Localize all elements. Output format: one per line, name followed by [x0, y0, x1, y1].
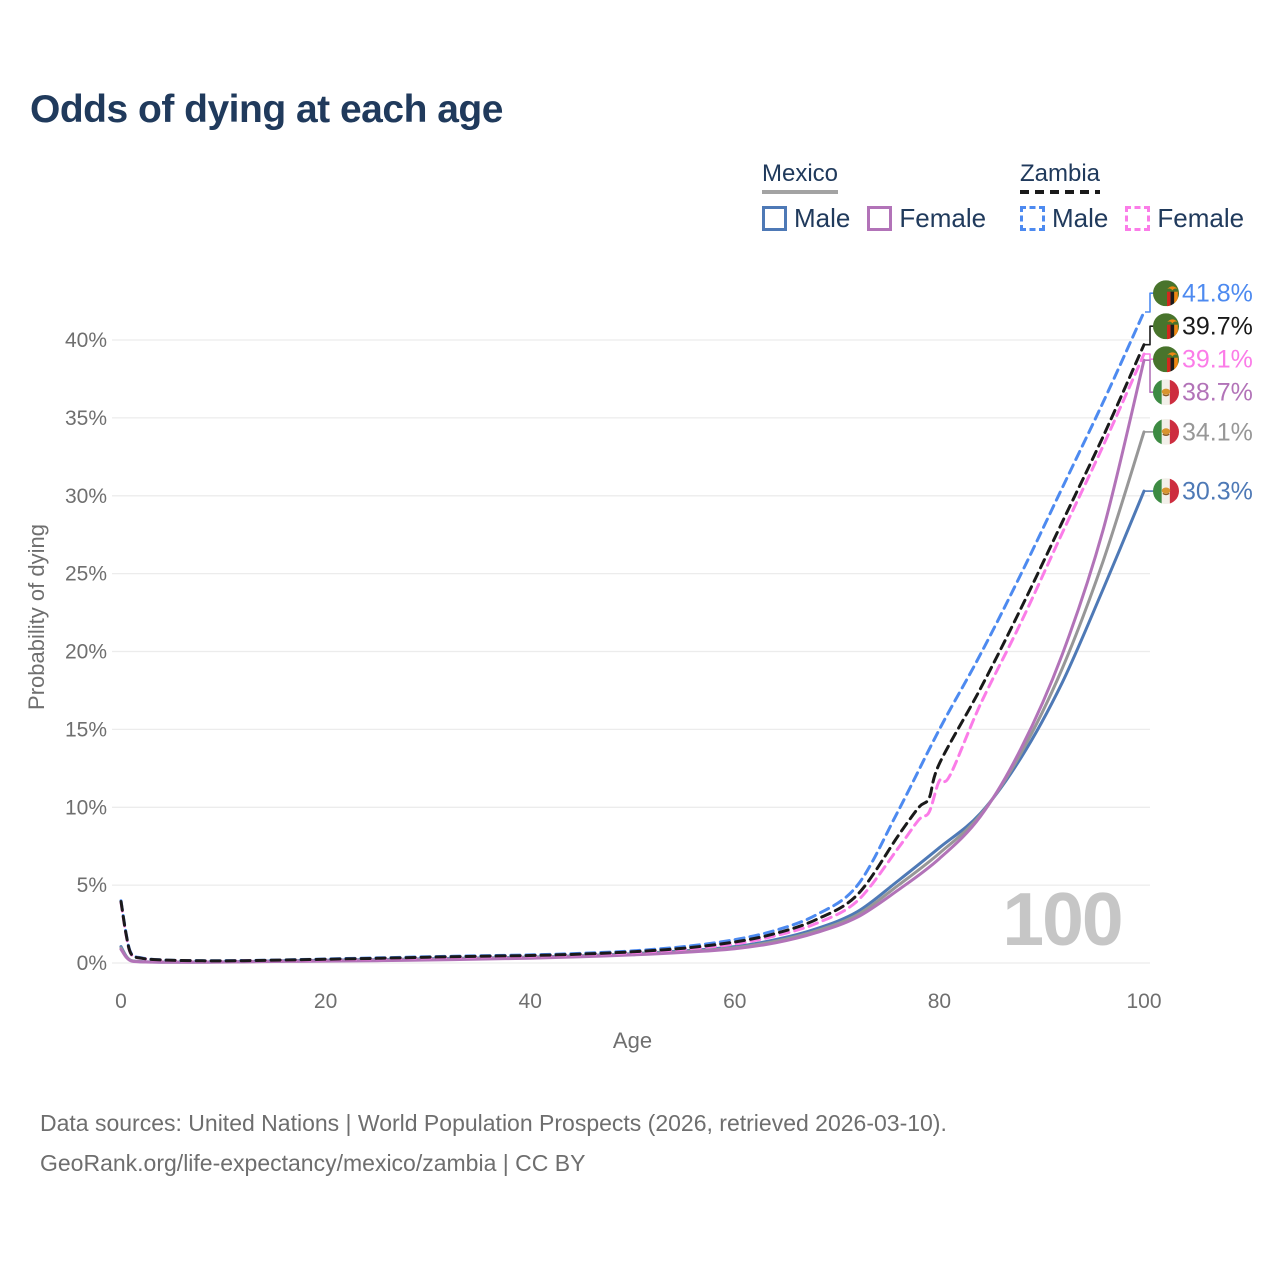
- legend-mexico-country-label: Mexico: [762, 160, 839, 187]
- legend-mexico-items: Male Female: [762, 203, 1003, 234]
- y-tick-label: 10%: [65, 796, 107, 819]
- end-label-connector-zambia-female: [1145, 353, 1154, 360]
- legend-zambia-male-swatch[interactable]: [1020, 206, 1045, 231]
- age-watermark: 100: [1002, 877, 1121, 961]
- x-tick-label: 80: [928, 990, 951, 1013]
- line-mexico-female[interactable]: [119, 358, 1146, 964]
- legend-group-zambia: Zambia Male Female: [1020, 160, 1261, 234]
- zambia-flag-icon: [1153, 313, 1179, 340]
- y-tick-label: 40%: [65, 329, 107, 352]
- y-tick-label: 25%: [65, 563, 107, 586]
- line-zambia-female[interactable]: [119, 352, 1146, 963]
- page-title: Odds of dying at each age: [30, 88, 503, 131]
- end-label-connector-zambia-both: [1145, 325, 1154, 346]
- legend-zambia-female-label[interactable]: Female: [1157, 203, 1245, 233]
- y-tick-label: 20%: [65, 641, 107, 664]
- end-value-label-mexico-female: 38.7%: [1182, 379, 1253, 407]
- legend-zambia-male-label[interactable]: Male: [1052, 203, 1109, 233]
- footer-attribution-line: GeoRank.org/life-expectancy/mexico/zambi…: [40, 1150, 586, 1176]
- y-tick-label: 5%: [77, 874, 107, 897]
- end-value-label-mexico-both: 34.1%: [1182, 418, 1253, 446]
- y-axis-title: Probability of dying: [24, 524, 49, 710]
- end-value-label-zambia-female: 39.1%: [1182, 346, 1253, 374]
- legend-mexico-female-swatch[interactable]: [867, 206, 893, 231]
- line-mexico-both[interactable]: [119, 430, 1146, 964]
- end-label-connector-zambia-male: [1145, 292, 1154, 313]
- line-zambia-male[interactable]: [119, 310, 1146, 963]
- legend-mexico-line-style-swatch: [762, 190, 839, 194]
- mexico-flag-icon: [1153, 478, 1179, 505]
- x-tick-label: 0: [115, 990, 127, 1013]
- y-tick-label: 30%: [65, 485, 107, 508]
- mexico-flag-icon: [1153, 379, 1179, 406]
- zambia-flag-icon: [1153, 346, 1179, 373]
- end-value-label-zambia-both: 39.7%: [1182, 313, 1253, 341]
- legend-group-mexico: Mexico Male Female: [762, 160, 1003, 234]
- zambia-flag-icon: [1153, 280, 1179, 307]
- y-tick-label: 0%: [77, 952, 107, 975]
- y-tick-label: 35%: [65, 407, 107, 430]
- mexico-flag-icon: [1153, 418, 1179, 445]
- legend-mexico-header: Mexico: [762, 160, 839, 194]
- line-mexico-male[interactable]: [119, 489, 1146, 964]
- end-label-connector-mexico-female: [1145, 359, 1154, 393]
- x-tick-label: 60: [723, 990, 746, 1013]
- data-sources-footer: Data sources: United Nations | World Pop…: [40, 1103, 947, 1183]
- x-tick-label: 100: [1126, 990, 1161, 1013]
- x-axis-title: Age: [613, 1028, 652, 1053]
- legend-zambia-items: Male Female: [1020, 203, 1261, 234]
- legend-zambia-female-swatch[interactable]: [1125, 206, 1151, 231]
- legend-mexico-male-swatch[interactable]: [762, 206, 787, 231]
- x-tick-label: 40: [519, 990, 542, 1013]
- legend-zambia-header: Zambia: [1020, 160, 1101, 194]
- chart-legend: Mexico Male Female Zambia Male Female: [0, 160, 1280, 240]
- footer-sources-line: Data sources: United Nations | World Pop…: [40, 1110, 947, 1136]
- end-value-label-zambia-male: 41.8%: [1182, 280, 1253, 308]
- line-zambia-both[interactable]: [119, 343, 1146, 963]
- x-tick-label: 20: [314, 990, 337, 1013]
- y-tick-label: 15%: [65, 718, 107, 741]
- legend-mexico-male-label[interactable]: Male: [794, 203, 851, 233]
- legend-mexico-female-label[interactable]: Female: [899, 203, 987, 233]
- legend-zambia-country-label: Zambia: [1020, 160, 1101, 187]
- legend-zambia-line-style-swatch: [1020, 190, 1101, 194]
- end-value-label-mexico-male: 30.3%: [1182, 478, 1253, 506]
